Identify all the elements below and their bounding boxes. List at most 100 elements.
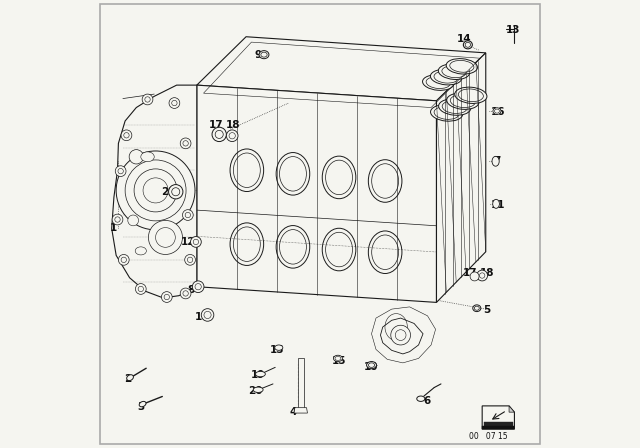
Circle shape — [164, 294, 170, 300]
Bar — [484, 422, 513, 426]
Circle shape — [229, 133, 236, 139]
Circle shape — [148, 220, 182, 254]
Ellipse shape — [372, 164, 399, 198]
Ellipse shape — [326, 233, 353, 267]
Ellipse shape — [255, 371, 266, 377]
Ellipse shape — [230, 223, 264, 265]
Ellipse shape — [426, 77, 451, 89]
Circle shape — [134, 169, 177, 212]
Ellipse shape — [473, 305, 481, 312]
Ellipse shape — [493, 199, 499, 208]
Circle shape — [143, 178, 168, 203]
Ellipse shape — [458, 89, 483, 102]
Polygon shape — [482, 406, 515, 429]
Ellipse shape — [141, 152, 154, 162]
Circle shape — [183, 291, 188, 296]
Polygon shape — [509, 406, 515, 412]
Polygon shape — [294, 408, 307, 413]
Text: 19: 19 — [251, 370, 266, 380]
Text: 15: 15 — [270, 345, 285, 355]
Circle shape — [202, 309, 214, 321]
Ellipse shape — [333, 355, 342, 362]
Text: 5: 5 — [483, 305, 490, 315]
Ellipse shape — [493, 108, 501, 115]
Ellipse shape — [280, 229, 307, 264]
Text: 8: 8 — [188, 285, 195, 295]
Ellipse shape — [372, 235, 399, 269]
Ellipse shape — [434, 107, 459, 119]
Circle shape — [204, 311, 211, 319]
Text: 11: 11 — [491, 200, 506, 210]
Text: 16: 16 — [491, 107, 506, 117]
Ellipse shape — [275, 345, 283, 350]
Ellipse shape — [463, 41, 472, 49]
Text: 3: 3 — [137, 402, 145, 412]
Circle shape — [185, 212, 191, 218]
Circle shape — [142, 94, 153, 105]
Text: 20: 20 — [248, 386, 262, 396]
Ellipse shape — [450, 60, 474, 72]
Circle shape — [168, 185, 183, 199]
Ellipse shape — [417, 396, 425, 401]
Text: 9: 9 — [255, 50, 262, 60]
Ellipse shape — [276, 226, 310, 268]
Ellipse shape — [442, 66, 466, 78]
Circle shape — [115, 166, 126, 177]
Ellipse shape — [234, 153, 260, 187]
Ellipse shape — [442, 101, 467, 113]
Ellipse shape — [367, 362, 376, 369]
Ellipse shape — [447, 93, 479, 109]
Text: 13: 13 — [506, 26, 521, 35]
Text: 12: 12 — [181, 237, 196, 247]
Ellipse shape — [127, 375, 133, 381]
Circle shape — [125, 160, 186, 221]
Ellipse shape — [451, 95, 476, 108]
Text: 1: 1 — [110, 224, 118, 233]
Text: 4: 4 — [289, 407, 297, 417]
Circle shape — [195, 284, 201, 290]
Text: 15: 15 — [332, 356, 346, 366]
Ellipse shape — [234, 227, 260, 262]
Ellipse shape — [438, 99, 471, 115]
Circle shape — [112, 214, 123, 225]
Circle shape — [161, 292, 172, 302]
Text: 7: 7 — [493, 156, 501, 166]
Ellipse shape — [369, 160, 402, 202]
Ellipse shape — [495, 109, 499, 113]
Polygon shape — [112, 85, 197, 298]
Circle shape — [115, 217, 120, 222]
Circle shape — [479, 273, 485, 278]
Circle shape — [191, 237, 201, 247]
Text: 10: 10 — [364, 362, 379, 372]
Text: 2: 2 — [124, 375, 131, 384]
Ellipse shape — [230, 149, 264, 192]
Circle shape — [396, 330, 406, 340]
Circle shape — [215, 130, 223, 138]
Circle shape — [212, 127, 227, 142]
Ellipse shape — [326, 160, 353, 194]
Text: 17: 17 — [209, 121, 223, 130]
Circle shape — [391, 325, 410, 345]
Text: 18: 18 — [479, 268, 494, 278]
Circle shape — [470, 272, 479, 281]
Circle shape — [116, 151, 195, 230]
Circle shape — [138, 286, 143, 292]
Text: 21: 21 — [161, 187, 176, 197]
Circle shape — [169, 98, 180, 108]
Circle shape — [172, 188, 180, 196]
Ellipse shape — [422, 75, 454, 90]
Circle shape — [192, 281, 204, 293]
Ellipse shape — [323, 156, 356, 199]
Ellipse shape — [438, 64, 470, 79]
Circle shape — [188, 257, 193, 263]
Bar — [482, 426, 515, 429]
Text: 16: 16 — [195, 312, 209, 322]
Text: 6: 6 — [423, 396, 430, 406]
Ellipse shape — [135, 247, 147, 255]
Circle shape — [193, 239, 198, 245]
Ellipse shape — [261, 52, 267, 57]
Circle shape — [185, 254, 195, 265]
Text: 00   07 15: 00 07 15 — [468, 432, 508, 441]
Circle shape — [180, 138, 191, 149]
Ellipse shape — [369, 231, 402, 273]
